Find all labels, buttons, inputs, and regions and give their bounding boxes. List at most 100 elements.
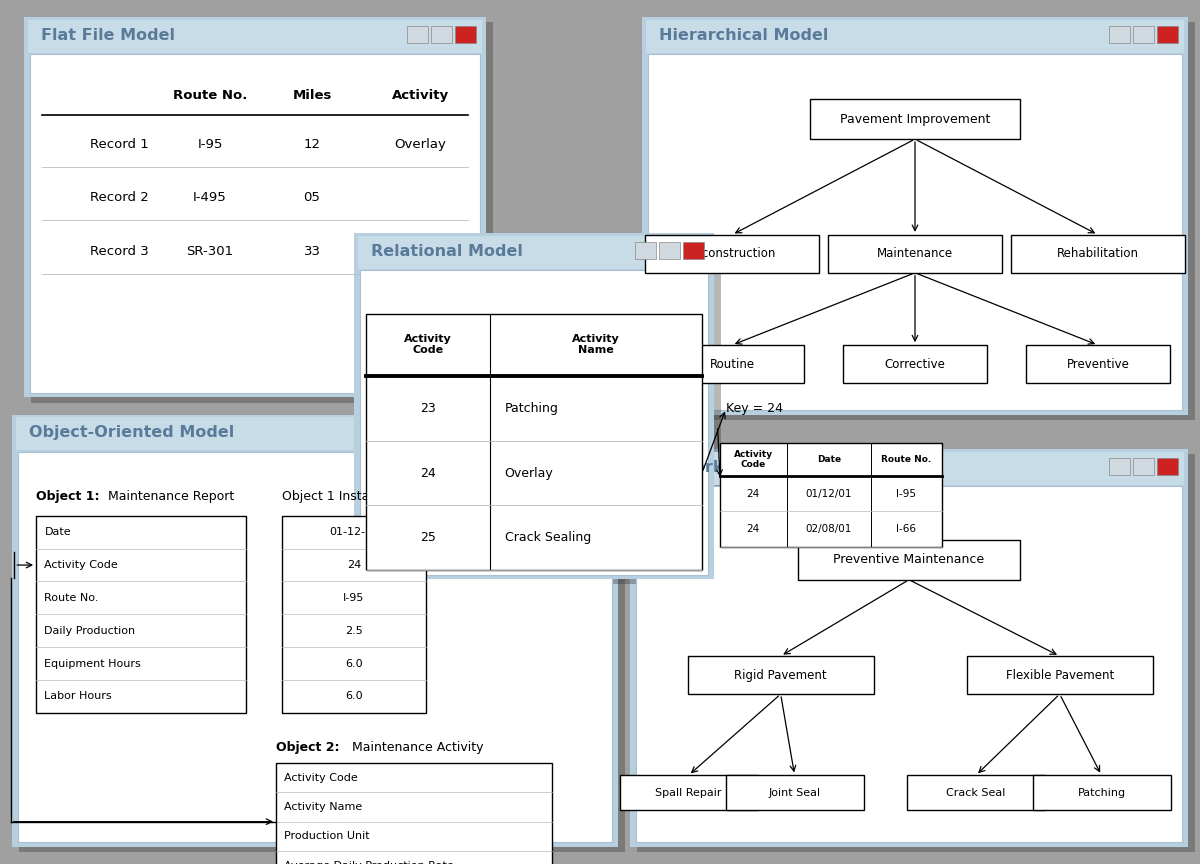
Text: Activity: Activity — [391, 89, 449, 103]
Bar — [1157, 26, 1178, 43]
Bar — [18, 452, 612, 842]
Bar — [720, 443, 942, 547]
Text: Date: Date — [44, 527, 71, 537]
Bar — [28, 20, 482, 53]
Text: Object 1 Instance: Object 1 Instance — [282, 490, 392, 504]
Text: Patching: Patching — [1078, 788, 1126, 797]
Text: 24: 24 — [746, 489, 760, 499]
Text: Object 1:: Object 1: — [36, 490, 100, 504]
Bar — [1133, 458, 1154, 475]
Text: Spall Repair: Spall Repair — [655, 788, 722, 797]
Bar — [688, 656, 874, 694]
Bar — [907, 775, 1045, 810]
Text: Date: Date — [817, 455, 841, 464]
Text: Activity
Name: Activity Name — [572, 334, 620, 355]
Text: Rigid Pavement: Rigid Pavement — [734, 669, 827, 682]
Text: Maintenance Report: Maintenance Report — [108, 490, 234, 504]
Text: I-95: I-95 — [896, 489, 917, 499]
Bar — [828, 235, 1002, 273]
Text: 24: 24 — [746, 524, 760, 534]
Text: Flat File Model: Flat File Model — [41, 28, 175, 43]
Text: 24: 24 — [420, 467, 436, 480]
Bar — [798, 540, 1020, 580]
Bar — [810, 99, 1020, 139]
Text: Flexible Pavement: Flexible Pavement — [1006, 669, 1114, 682]
Bar — [276, 763, 552, 864]
Text: Overlay: Overlay — [394, 137, 446, 151]
Bar — [649, 22, 1195, 420]
Bar — [844, 345, 988, 383]
Text: Activity Name: Activity Name — [284, 802, 362, 812]
Bar — [642, 17, 1188, 415]
Text: Network Model: Network Model — [647, 460, 784, 475]
Text: Maintenance Activity: Maintenance Activity — [352, 740, 484, 754]
Bar — [455, 26, 476, 43]
Text: I-66: I-66 — [896, 524, 917, 534]
Bar — [1157, 458, 1178, 475]
Text: Record 1: Record 1 — [90, 137, 149, 151]
Bar — [36, 516, 246, 713]
Text: Miles: Miles — [293, 89, 331, 103]
Text: Rehabilitation: Rehabilitation — [1057, 247, 1139, 260]
Text: 02/08/01: 02/08/01 — [805, 524, 852, 534]
Bar — [539, 423, 560, 441]
Bar — [634, 452, 1184, 485]
Bar — [683, 242, 704, 259]
Text: Average Daily Production Rate: Average Daily Production Rate — [284, 861, 454, 864]
Bar — [1133, 26, 1154, 43]
Text: Crack Seal: Crack Seal — [947, 788, 1006, 797]
Bar — [358, 236, 710, 269]
Text: Corrective: Corrective — [884, 358, 946, 371]
Text: Activity
Code: Activity Code — [404, 334, 452, 355]
Bar — [646, 235, 818, 273]
Bar — [636, 486, 1182, 842]
Bar — [1032, 775, 1170, 810]
Bar — [361, 238, 721, 584]
Bar — [19, 420, 625, 852]
Text: 2.5: 2.5 — [346, 626, 362, 636]
Bar — [431, 26, 452, 43]
Bar — [366, 314, 702, 570]
Text: 33: 33 — [304, 245, 320, 258]
Text: Relational Model: Relational Model — [371, 244, 523, 259]
Text: Maintenance: Maintenance — [877, 247, 953, 260]
Bar — [360, 270, 708, 575]
Text: Hierarchical Model: Hierarchical Model — [659, 28, 828, 43]
Text: Joint Seal: Joint Seal — [768, 788, 821, 797]
Text: Activity Code: Activity Code — [284, 772, 358, 783]
Bar — [16, 417, 614, 450]
Bar — [31, 22, 493, 403]
Bar — [646, 20, 1184, 53]
Text: Object-Oriented Model: Object-Oriented Model — [29, 425, 234, 441]
Bar — [407, 26, 428, 43]
Text: Record 3: Record 3 — [90, 245, 149, 258]
Text: 6.0: 6.0 — [346, 658, 362, 669]
Text: I-95: I-95 — [197, 137, 223, 151]
Bar — [635, 242, 656, 259]
Bar — [354, 233, 714, 579]
Text: 25: 25 — [420, 531, 436, 544]
Text: 24: 24 — [347, 560, 361, 570]
Bar — [30, 54, 480, 393]
Bar — [648, 54, 1182, 410]
Text: Route No.: Route No. — [173, 89, 247, 103]
Bar — [1109, 26, 1130, 43]
Bar — [282, 516, 426, 713]
Text: Pavement Improvement: Pavement Improvement — [840, 112, 990, 126]
Text: Preventive: Preventive — [1067, 358, 1129, 371]
Bar — [563, 423, 584, 441]
Text: Reconstruction: Reconstruction — [688, 247, 776, 260]
Text: Labor Hours: Labor Hours — [44, 691, 112, 702]
Text: Object 2:: Object 2: — [276, 740, 340, 754]
Text: SR-301: SR-301 — [186, 245, 234, 258]
Bar — [24, 17, 486, 397]
Bar — [619, 775, 757, 810]
Text: 01/12/01: 01/12/01 — [805, 489, 852, 499]
Text: Record 2: Record 2 — [90, 191, 149, 205]
Bar — [659, 242, 680, 259]
Bar — [726, 775, 864, 810]
Text: 05: 05 — [304, 191, 320, 205]
Bar — [637, 454, 1195, 852]
Text: Production Unit: Production Unit — [284, 831, 370, 842]
Text: Overlay: Overlay — [505, 467, 553, 480]
